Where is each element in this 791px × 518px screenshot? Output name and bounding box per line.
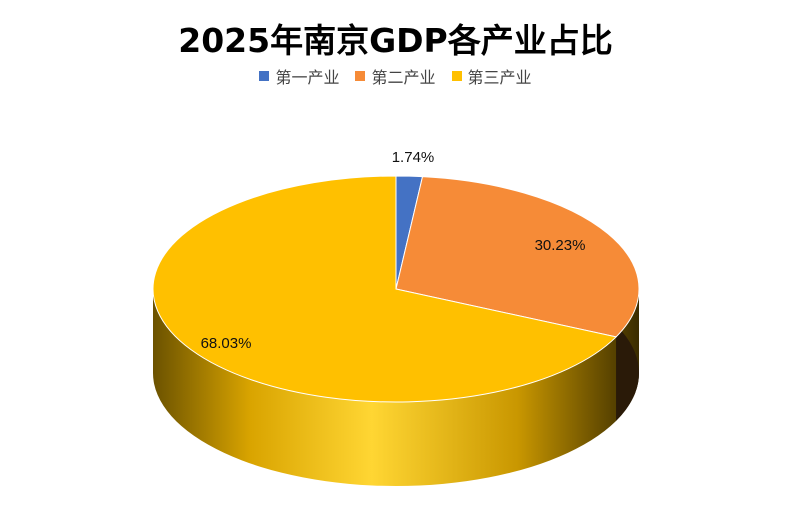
data-label-tertiary: 68.03%: [201, 335, 252, 352]
legend-label-secondary: 第二产业: [371, 68, 436, 87]
chart-title: 2025年南京GDP各产业占比: [178, 21, 613, 60]
legend-item-primary: 第一产业: [259, 64, 339, 88]
data-label-secondary: 30.23%: [535, 237, 586, 254]
legend-item-tertiary: 第三产业: [451, 64, 532, 88]
pie-top: [152, 175, 640, 403]
legend: 第一产业 第二产业 第三产业: [0, 64, 791, 88]
data-label-primary: 1.74%: [392, 149, 435, 166]
pie-side-band: [153, 289, 639, 486]
legend-swatch-secondary: [355, 71, 366, 81]
legend-item-secondary: 第二产业: [355, 64, 436, 88]
pie-labels: 1.74% 30.23% 68.03%: [201, 149, 586, 352]
legend-swatch-primary: [259, 71, 270, 81]
legend-label-tertiary: 第三产业: [467, 68, 532, 87]
legend-swatch-tertiary: [451, 71, 462, 81]
slice-tertiary: [152, 175, 618, 403]
legend-label-primary: 第一产业: [275, 68, 340, 87]
slice-secondary: [395, 176, 640, 338]
